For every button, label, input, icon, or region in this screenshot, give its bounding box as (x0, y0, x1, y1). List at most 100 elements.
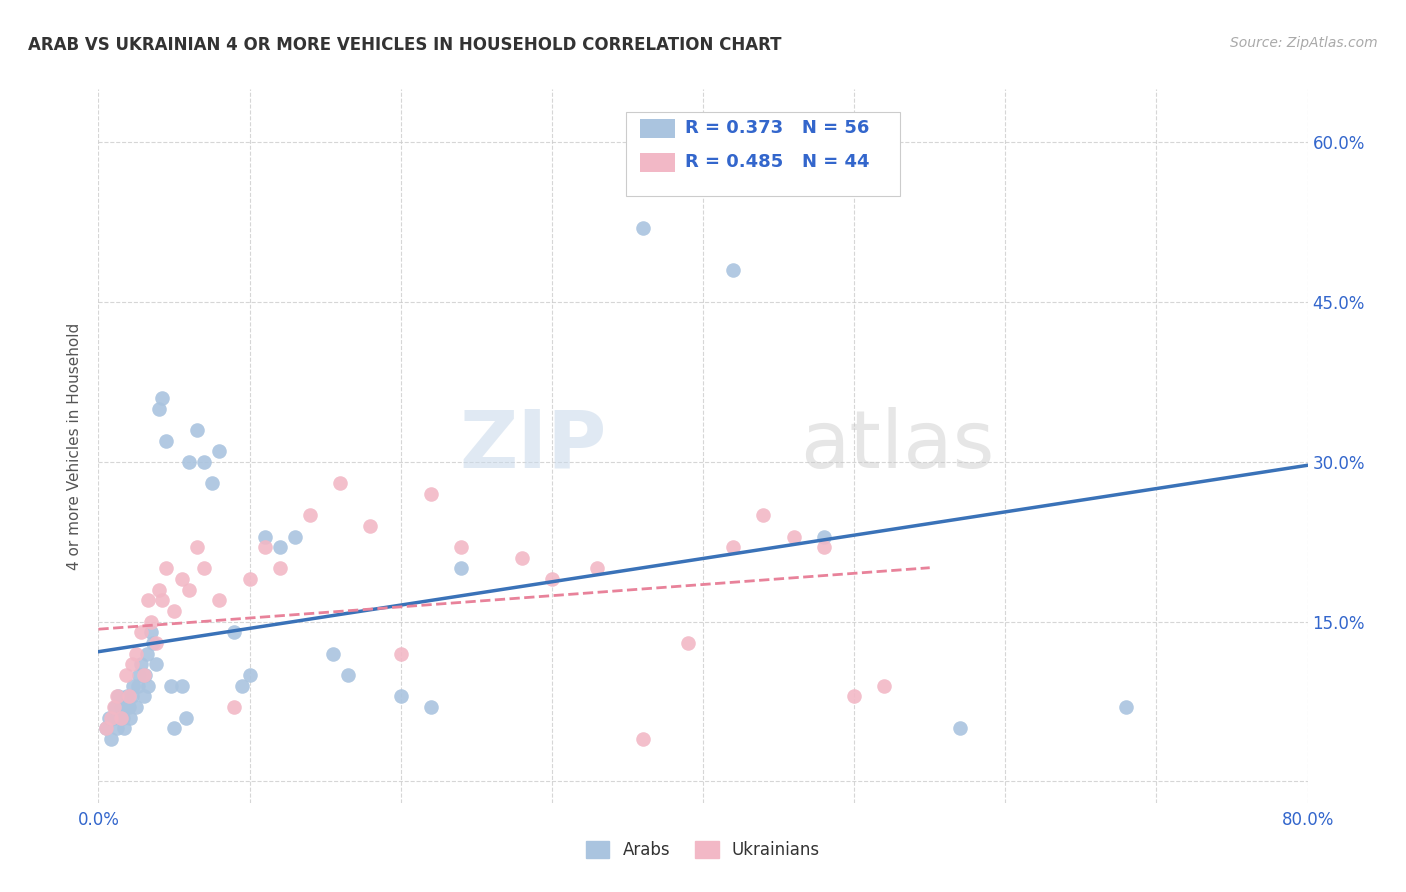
Point (160, 679, 183, 693)
Point (450, 540, 472, 554)
Point (103, 700, 125, 714)
Point (100, 731, 122, 746)
Point (170, 572, 193, 586)
Point (813, 529, 835, 543)
Point (813, 540, 835, 554)
Point (100, 710, 122, 724)
Point (170, 679, 193, 693)
Point (179, 455, 201, 469)
Point (107, 690, 129, 704)
Point (115, 690, 138, 704)
Point (586, 561, 609, 575)
Point (108, 710, 131, 724)
Point (201, 476, 224, 491)
Point (322, 647, 344, 661)
Legend: Arabs, Ukrainians: Arabs, Ukrainians (579, 834, 827, 866)
Point (105, 721, 128, 735)
Point (155, 434, 177, 448)
Point (783, 529, 806, 543)
Point (1115, 700, 1137, 714)
Point (103, 710, 125, 724)
Point (179, 582, 201, 597)
Point (336, 668, 359, 682)
Text: atlas: atlas (800, 407, 994, 485)
Point (420, 700, 443, 714)
Point (132, 668, 155, 682)
Point (111, 710, 134, 724)
Point (186, 540, 208, 554)
Point (98, 710, 121, 724)
Point (224, 625, 246, 640)
Point (145, 636, 167, 650)
Point (299, 508, 322, 523)
Point (389, 647, 412, 661)
Point (104, 700, 127, 714)
Point (193, 455, 215, 469)
Point (132, 690, 155, 704)
Point (631, 220, 654, 235)
Point (186, 423, 208, 437)
Point (150, 593, 173, 607)
Point (253, 540, 276, 554)
Point (231, 679, 253, 693)
Point (110, 700, 132, 714)
Point (122, 679, 145, 693)
Point (129, 625, 152, 640)
Point (128, 668, 150, 682)
Text: ARAB VS UKRAINIAN 4 OR MORE VEHICLES IN HOUSEHOLD CORRELATION CHART: ARAB VS UKRAINIAN 4 OR MORE VEHICLES IN … (28, 36, 782, 54)
Text: ZIP: ZIP (458, 407, 606, 485)
Point (155, 561, 177, 575)
Point (174, 710, 197, 724)
Point (114, 668, 136, 682)
Point (135, 647, 157, 661)
Point (105, 690, 128, 704)
Point (420, 487, 443, 501)
Point (284, 529, 307, 543)
Point (145, 657, 167, 672)
Point (269, 561, 291, 575)
Text: R = 0.485   N = 44: R = 0.485 N = 44 (685, 153, 869, 171)
Point (163, 604, 186, 618)
Point (136, 593, 159, 607)
Point (540, 572, 562, 586)
Point (148, 582, 170, 597)
Point (239, 668, 262, 682)
Point (450, 561, 472, 575)
Point (94, 721, 117, 735)
Point (110, 710, 132, 724)
Point (224, 700, 246, 714)
Point (129, 657, 152, 672)
Point (163, 721, 186, 735)
Point (949, 721, 972, 735)
Y-axis label: 4 or more Vehicles in Household: 4 or more Vehicles in Household (67, 322, 83, 570)
Point (120, 710, 142, 724)
Point (208, 444, 231, 458)
Point (239, 572, 262, 586)
Point (94, 721, 117, 735)
Point (510, 550, 533, 565)
Point (125, 647, 148, 661)
Point (136, 679, 159, 693)
Point (121, 690, 143, 704)
Point (752, 508, 775, 523)
Point (631, 731, 654, 746)
Point (125, 700, 148, 714)
Point (114, 700, 136, 714)
Point (723, 540, 745, 554)
Point (844, 690, 866, 704)
Point (148, 401, 170, 416)
Point (723, 263, 745, 277)
Point (269, 540, 291, 554)
Text: R = 0.373   N = 56: R = 0.373 N = 56 (685, 120, 869, 137)
Point (141, 615, 163, 629)
Point (389, 690, 412, 704)
Text: Source: ZipAtlas.com: Source: ZipAtlas.com (1230, 36, 1378, 50)
Point (134, 668, 156, 682)
Point (112, 721, 135, 735)
Point (118, 700, 141, 714)
Point (193, 561, 215, 575)
Point (329, 476, 352, 491)
Point (873, 679, 896, 693)
Point (121, 657, 143, 672)
Point (141, 625, 163, 640)
